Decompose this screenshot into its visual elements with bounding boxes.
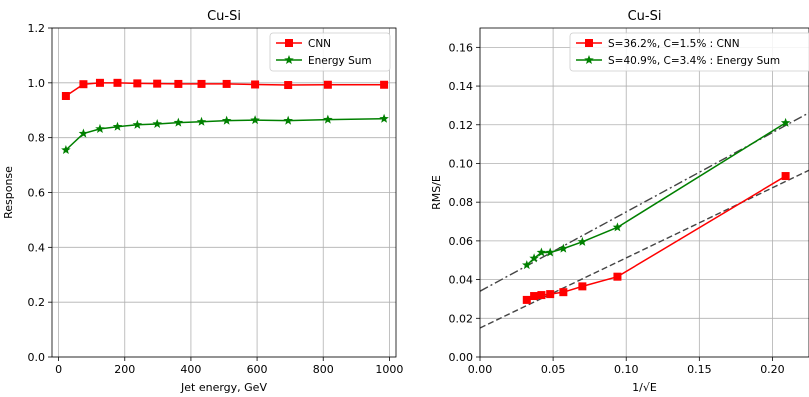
legend-label: Energy Sum [308, 55, 372, 67]
x-tick-label: 0.15 [687, 363, 712, 376]
chart-title: Cu-Si [628, 9, 662, 24]
data-point-star [152, 118, 162, 128]
y-tick-label: 0.06 [449, 235, 474, 248]
data-point-square [197, 79, 206, 88]
data-point-star [173, 117, 184, 127]
plot-data-area [480, 112, 809, 329]
x-tick-label: 200 [114, 363, 135, 376]
resolution-chart: 0.00 0.05 0.10 0.15 0.20 0.00 0.02 0.04 0.06 0.08… [430, 9, 809, 394]
plot-frame [51, 27, 397, 358]
data-point-star [558, 243, 569, 253]
data-point-star [78, 128, 89, 138]
data-point-star [95, 123, 105, 133]
data-point-star [522, 260, 532, 270]
data-point-star [379, 113, 389, 123]
x-tick-label: 0 [55, 363, 62, 376]
y-tick-label: 0.14 [449, 80, 474, 93]
x-tick-label: 1000 [375, 363, 403, 376]
data-point-square [559, 288, 568, 297]
data-point-star [196, 116, 207, 126]
y-tick-label: 1.0 [28, 77, 46, 90]
x-tick-label: 0.05 [541, 363, 566, 376]
data-point-star [250, 115, 260, 125]
data-point-square [323, 80, 332, 89]
legend-marker-star [584, 55, 594, 65]
x-tick-label: 400 [180, 363, 201, 376]
data-point-star [283, 115, 293, 125]
chart-title: Cu-Si [207, 9, 241, 24]
data-point-square [380, 80, 389, 89]
data-point-square [133, 79, 142, 88]
legend: CNN Energy Sum [269, 32, 391, 72]
data-point-star [612, 222, 623, 232]
data-point-square [546, 290, 555, 299]
y-axis-label: RMS/E [430, 175, 443, 210]
data-point-square [174, 79, 183, 88]
data-point-star [780, 117, 791, 127]
data-point-star [529, 253, 539, 263]
legend-marker-square [585, 39, 593, 47]
legend-box [569, 32, 809, 72]
response-chart: 0 200 400 600 800 1000 0.0 0.2 0.4 0.6 0.8 1.0 1.2 Cu… [2, 9, 403, 394]
data-point-square [113, 78, 122, 87]
data-point-square [79, 80, 88, 89]
y-axis-label: Response [2, 166, 15, 219]
y-tick-label: 0.04 [449, 274, 474, 287]
plot-data-area [61, 78, 389, 155]
data-point-square [781, 172, 790, 181]
data-point-star [536, 247, 547, 257]
legend-marker-square [285, 39, 293, 47]
x-tick-label: 0.10 [614, 363, 639, 376]
x-axis-label: Jet energy, GeV [180, 381, 267, 394]
data-point-star [577, 236, 588, 246]
data-point-star [61, 145, 71, 155]
y-tick-label: 0.6 [28, 187, 46, 200]
data-point-star [112, 121, 123, 131]
y-tick-label: 0.0 [28, 351, 46, 364]
y-tick-label: 0.8 [28, 132, 46, 145]
data-point-square [530, 292, 539, 301]
data-point-square [522, 295, 531, 304]
series-line [526, 122, 786, 266]
data-point-star [132, 119, 143, 129]
y-tick-label: 0.02 [449, 312, 474, 325]
legend: S=36.2%, C=1.5% : CNN S=40.9%, C=3.4% : E… [569, 32, 809, 72]
data-point-square [537, 291, 546, 300]
plot-frame [479, 27, 809, 358]
data-point-square [153, 79, 162, 88]
y-tick-label: 0.12 [449, 119, 474, 132]
x-tick-label: 600 [247, 363, 268, 376]
y-tick-label: 0.08 [449, 196, 474, 209]
legend-marker-star [284, 55, 294, 65]
series-line [526, 175, 786, 301]
data-point-square [578, 282, 587, 291]
y-tick-label: 0.4 [28, 241, 46, 254]
y-tick-label: 1.2 [28, 22, 46, 35]
x-tick-label: 0.00 [468, 363, 493, 376]
x-axis-label: 1/√E [632, 381, 657, 394]
data-point-star [545, 247, 555, 257]
data-point-square [61, 91, 70, 100]
y-tick-label: 0.16 [449, 41, 474, 54]
data-point-square [222, 79, 231, 88]
data-point-square [251, 80, 260, 89]
legend-label: S=36.2%, C=1.5% : CNN [608, 38, 740, 50]
data-point-square [284, 81, 293, 90]
data-point-star [221, 115, 232, 125]
x-tick-label: 0.20 [760, 363, 785, 376]
fit-line-dashed [480, 169, 809, 329]
y-tick-label: 0.2 [28, 296, 46, 309]
legend-label: CNN [308, 38, 331, 50]
x-tick-label: 800 [313, 363, 334, 376]
data-point-star [323, 114, 333, 124]
data-point-square [613, 272, 622, 281]
data-point-square [95, 78, 104, 87]
y-tick-label: 0.10 [449, 157, 474, 170]
legend-label: S=40.9%, C=3.4% : Energy Sum [608, 55, 780, 67]
y-tick-label: 0.00 [449, 351, 474, 364]
